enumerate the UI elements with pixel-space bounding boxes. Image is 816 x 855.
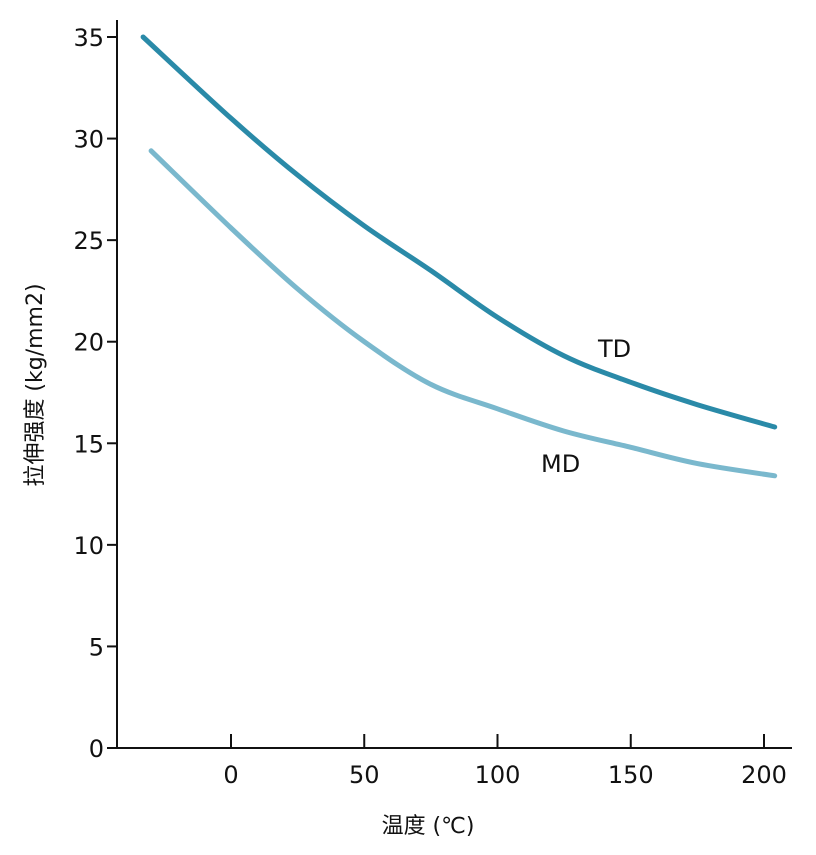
y-tick-label: 35 [73, 24, 104, 52]
series-line-td [140, 34, 778, 430]
y-tick-label: 25 [73, 227, 104, 255]
x-tick-label: 50 [349, 761, 380, 789]
axes: 0 5 10 15 20 25 30 35 0 50 100 150 200 [73, 20, 792, 789]
y-tick-label: 0 [89, 735, 104, 763]
series-label-md: MD [541, 450, 580, 478]
x-tick-label: 0 [223, 761, 238, 789]
y-tick-label: 10 [73, 532, 104, 560]
x-tick-label: 150 [608, 761, 654, 789]
y-tick-label: 30 [73, 126, 104, 154]
series-label-td: TD [597, 335, 631, 363]
y-tick-label: 5 [89, 633, 104, 661]
series-line-md [148, 148, 778, 479]
x-tick-label: 200 [741, 761, 787, 789]
y-tick-label: 20 [73, 329, 104, 357]
y-tick-label: 15 [73, 430, 104, 458]
y-axis-title: 拉伸强度 (kg/mm2) [23, 283, 48, 486]
series-layer [140, 34, 778, 479]
x-axis-title: 温度 (℃) [382, 814, 475, 839]
x-tick-label: 100 [475, 761, 521, 789]
